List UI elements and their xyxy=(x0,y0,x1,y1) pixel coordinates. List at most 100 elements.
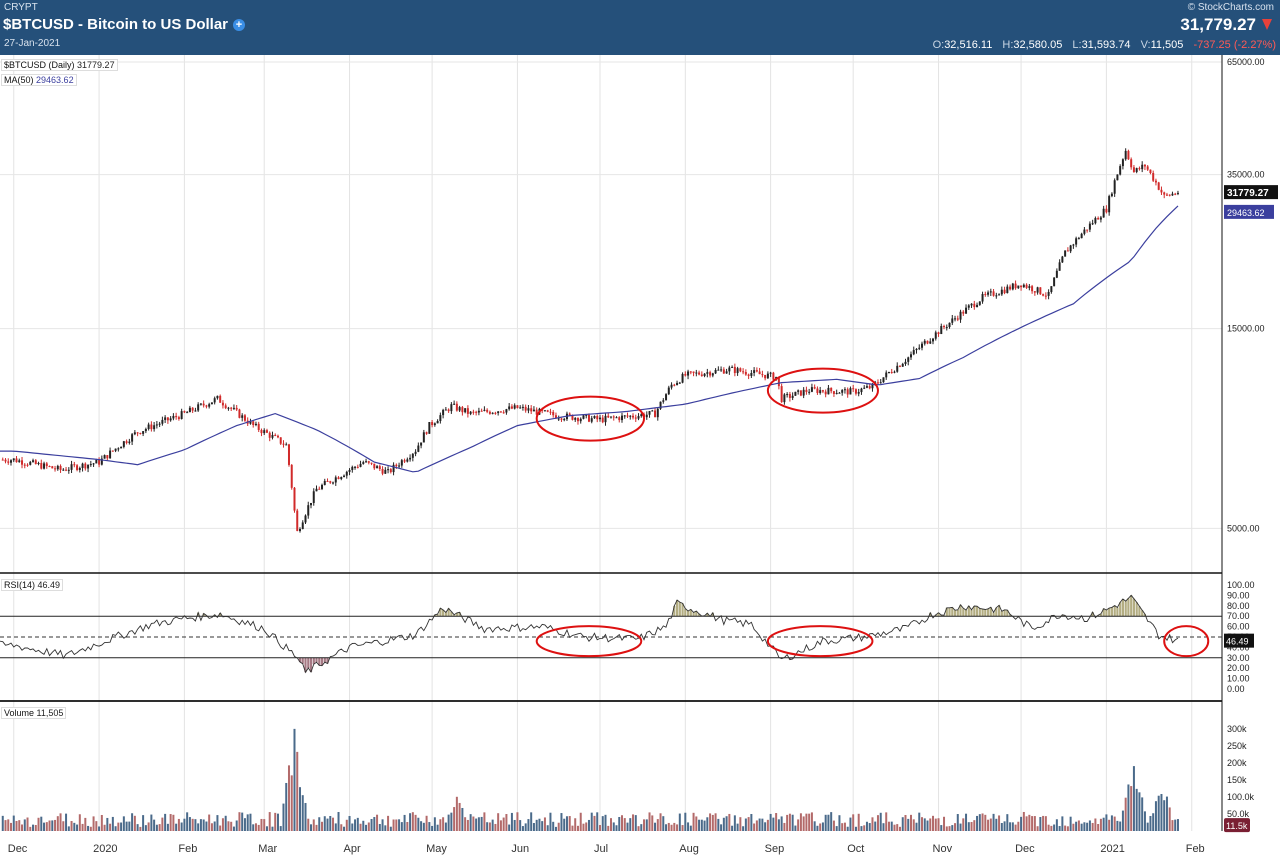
price-candle xyxy=(290,464,293,488)
volume-bar xyxy=(147,822,150,831)
price-candle xyxy=(274,434,277,436)
price-candle xyxy=(186,412,189,414)
volume-bar xyxy=(1039,816,1042,831)
volume-bar xyxy=(989,818,992,831)
volume-bar xyxy=(62,821,65,831)
volume-bar xyxy=(758,818,761,831)
price-candle xyxy=(799,390,802,396)
volume-bar xyxy=(728,813,731,831)
price-candle xyxy=(552,411,555,416)
volume-bar xyxy=(753,823,756,831)
volume-bar xyxy=(637,826,640,831)
price-candle xyxy=(742,371,745,373)
price-candle xyxy=(98,459,101,465)
price-candle xyxy=(348,469,351,472)
rsi-tick-label: 90.00 xyxy=(1227,590,1250,600)
price-candle xyxy=(673,384,676,386)
volume-bar xyxy=(890,821,893,831)
price-candle xyxy=(887,371,890,373)
price-candle xyxy=(1006,286,1009,294)
volume-bar xyxy=(648,812,651,831)
volume-bar xyxy=(1014,824,1017,831)
price-candle xyxy=(717,369,720,371)
volume-bar xyxy=(458,802,461,831)
volume-bar xyxy=(923,818,926,831)
volume-bar xyxy=(343,826,346,831)
price-legend: $BTCUSD (Daily) 31779.27 xyxy=(1,59,118,71)
volume-bar xyxy=(1072,823,1075,831)
volume-bar xyxy=(488,822,491,831)
volume-bar xyxy=(678,813,681,831)
price-candle xyxy=(318,488,321,490)
price-candle xyxy=(1149,169,1152,173)
volume-bar xyxy=(898,826,901,831)
price-candle xyxy=(582,415,585,419)
price-candle xyxy=(1146,166,1149,170)
volume-legend: Volume 11,505 xyxy=(1,707,67,719)
price-candle xyxy=(626,415,629,417)
price-candle xyxy=(1138,168,1141,170)
volume-bar xyxy=(1044,816,1047,831)
volume-bar xyxy=(868,823,871,831)
month-tick-label: Sep xyxy=(765,843,785,855)
price-candle xyxy=(414,451,417,454)
price-candle xyxy=(210,402,213,405)
price-candle xyxy=(359,463,362,467)
volume-bar xyxy=(497,813,500,831)
volume-bar xyxy=(15,820,18,831)
price-candle xyxy=(769,372,772,374)
volume-bar xyxy=(1121,810,1124,831)
volume-bar xyxy=(199,819,202,831)
volume-bar xyxy=(230,821,233,831)
volume-bar xyxy=(1124,797,1127,831)
price-candle xyxy=(915,348,918,351)
price-candle xyxy=(810,387,813,392)
price-candle xyxy=(989,291,992,293)
volume-bar xyxy=(571,825,574,831)
info-icon[interactable]: + xyxy=(233,19,246,31)
price-candle xyxy=(175,415,178,418)
price-candle xyxy=(576,418,579,422)
price-candle xyxy=(808,391,811,393)
price-candle xyxy=(797,390,800,392)
price-candle xyxy=(623,415,626,417)
price-candle xyxy=(722,369,725,374)
volume-bar xyxy=(530,812,533,831)
price-candle xyxy=(480,410,483,412)
open-value: 32,516.11 xyxy=(944,39,993,51)
price-candle xyxy=(213,398,216,403)
volume-bar xyxy=(1025,816,1028,831)
volume-bar xyxy=(615,825,618,831)
volume-bar xyxy=(40,816,43,831)
price-candle xyxy=(1176,192,1179,194)
volume-bar xyxy=(978,814,981,831)
volume-bar xyxy=(246,814,249,831)
price-candle xyxy=(929,341,932,344)
price-candle xyxy=(238,409,241,418)
volume-bar xyxy=(739,817,742,831)
price-candle xyxy=(535,409,538,415)
price-candle xyxy=(95,459,98,464)
volume-bar xyxy=(337,811,340,831)
volume-bar xyxy=(21,824,24,831)
price-candle xyxy=(180,411,183,419)
volume-bar xyxy=(887,821,890,831)
volume-bar xyxy=(907,818,910,831)
volume-bar xyxy=(725,816,728,831)
price-candle xyxy=(56,465,59,470)
price-candle xyxy=(854,389,857,394)
price-candle xyxy=(282,443,285,445)
chart-canvas[interactable]: Dec 2020 Feb Mar Apr May Jun Jul Aug Sep Oct Nov Dec… xyxy=(0,55,1280,859)
price-candle xyxy=(513,405,516,409)
volume-bar xyxy=(846,826,849,831)
volume-bar xyxy=(788,813,791,831)
price-candle xyxy=(654,410,657,418)
price-candle xyxy=(728,367,731,372)
volume-bar xyxy=(32,824,35,831)
volume-bar xyxy=(604,814,607,831)
price-candle xyxy=(271,434,274,438)
price-candle xyxy=(901,363,904,367)
price-candle xyxy=(739,368,742,372)
volume-bar xyxy=(1135,788,1138,831)
ma-value-tag xyxy=(1224,204,1274,219)
